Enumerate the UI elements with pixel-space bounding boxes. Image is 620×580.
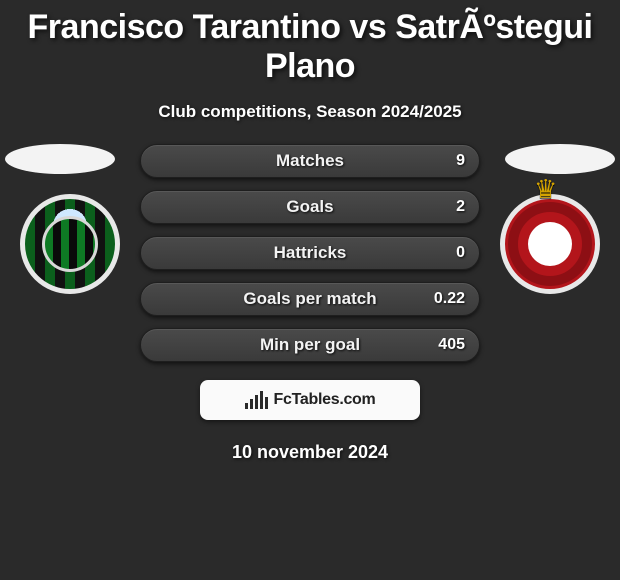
- stat-label: Goals per match: [243, 289, 376, 309]
- left-shadow-ellipse: [5, 144, 115, 174]
- snapshot-date: 10 november 2024: [0, 442, 620, 463]
- brand-text: FcTables.com: [274, 391, 376, 409]
- comparison-body: Matches 9 Goals 2 Hattricks 0 Goals per …: [0, 144, 620, 463]
- stat-label: Goals: [286, 197, 333, 217]
- player1-name: Francisco Tarantino: [28, 8, 341, 46]
- crest-center: [528, 222, 572, 266]
- stat-label: Matches: [276, 151, 344, 171]
- bar-chart-icon: [245, 391, 268, 409]
- stat-value-right: 9: [456, 152, 465, 170]
- stat-value-right: 0.22: [434, 290, 465, 308]
- stat-value-right: 405: [438, 336, 465, 354]
- crest-inner: [42, 216, 98, 272]
- stat-label: Hattricks: [274, 243, 347, 263]
- competition-subtitle: Club competitions, Season 2024/2025: [0, 90, 620, 144]
- brand-suffix: .com: [339, 391, 375, 408]
- brand-main: Tables: [292, 391, 340, 408]
- comparison-title: Francisco Tarantino vs SatrÃºstegui Plan…: [0, 0, 620, 90]
- stat-row: Hattricks 0: [140, 236, 480, 270]
- right-shadow-ellipse: [505, 144, 615, 174]
- brand-prefix: Fc: [274, 391, 292, 408]
- stat-row: Goals per match 0.22: [140, 282, 480, 316]
- vs-separator: vs: [349, 8, 386, 46]
- brand-badge: FcTables.com: [200, 380, 420, 420]
- left-club-crest: [20, 194, 120, 294]
- stat-row: Goals 2: [140, 190, 480, 224]
- stat-row: Matches 9: [140, 144, 480, 178]
- stat-row: Min per goal 405: [140, 328, 480, 362]
- stats-table: Matches 9 Goals 2 Hattricks 0 Goals per …: [140, 144, 480, 362]
- crown-icon: [534, 180, 566, 198]
- stat-value-right: 0: [456, 244, 465, 262]
- stat-label: Min per goal: [260, 335, 360, 355]
- right-club-crest: [500, 194, 600, 294]
- stat-value-right: 2: [456, 198, 465, 216]
